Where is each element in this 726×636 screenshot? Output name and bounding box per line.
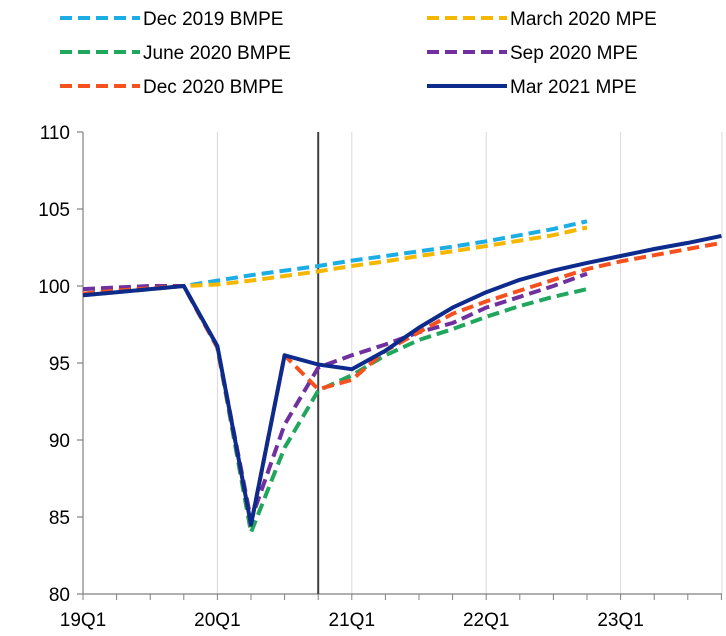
y-tick-label-90: 90 [49, 431, 70, 452]
legend-label-june-2020-bmpe: June 2020 BMPE [143, 43, 291, 64]
legend-label-dec-2019-bmpe: Dec 2019 BMPE [143, 9, 283, 30]
legend-label-march-2020-mpe: March 2020 MPE [510, 9, 657, 30]
x-tick-label-20Q1: 20Q1 [194, 610, 240, 631]
y-tick-label-95: 95 [49, 354, 70, 375]
series-line-march-2020-mpe [82, 225, 588, 298]
legend: Dec 2019 BMPE March 2020 MPE June 2020 BMP… [60, 9, 657, 98]
y-tick-label-80: 80 [49, 585, 70, 606]
x-tick-label-23Q1: 23Q1 [597, 610, 643, 631]
series-lines [82, 219, 722, 535]
series-line-mar-2021-mpe [82, 233, 722, 527]
grid-lines [216, 132, 723, 594]
y-tick-label-110: 110 [40, 123, 70, 144]
x-tick-label-21Q1: 21Q1 [329, 610, 375, 631]
x-tick-labels: 19Q1 20Q1 21Q1 22Q1 23Q1 [60, 610, 644, 631]
legend-label-mar-2021-mpe: Mar 2021 MPE [510, 77, 637, 98]
y-tick-label-85: 85 [49, 508, 70, 529]
series-line-dec-2019-bmpe [82, 219, 588, 298]
legend-label-dec-2020-bmpe: Dec 2020 BMPE [143, 77, 283, 98]
series-line-sep-2020-mpe [82, 271, 588, 523]
y-tick-label-100: 100 [38, 277, 70, 298]
y-tick-labels: 80 85 90 95 100 105 110 [38, 123, 70, 606]
x-tick-label-19Q1: 19Q1 [60, 610, 106, 631]
y-tick-label-105: 105 [38, 200, 70, 221]
x-tick-label-22Q1: 22Q1 [463, 610, 509, 631]
series-line-june-2020-bmpe [82, 284, 588, 535]
legend-label-sep-2020-mpe: Sep 2020 MPE [510, 43, 638, 64]
axes [77, 131, 722, 600]
